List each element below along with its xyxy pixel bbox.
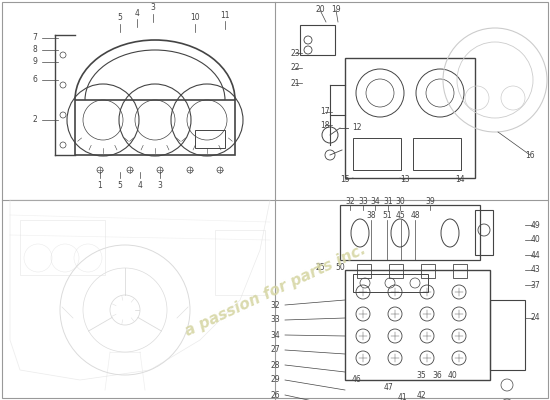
Text: a passion for parts inc.: a passion for parts inc. [182, 242, 368, 338]
Bar [353, 274, 428, 292]
Text: 13: 13 [400, 176, 410, 184]
Text: 3: 3 [151, 4, 156, 12]
Text: 51: 51 [382, 210, 392, 220]
Text: 50: 50 [335, 264, 345, 272]
Text: 35: 35 [416, 370, 426, 380]
Text: 15: 15 [340, 176, 350, 184]
Text: 48: 48 [410, 210, 420, 220]
Text: 31: 31 [383, 196, 393, 206]
Text: 37: 37 [530, 280, 540, 290]
Text: 44: 44 [530, 250, 540, 260]
Text: 28: 28 [271, 360, 280, 370]
Text: 11: 11 [220, 10, 230, 20]
Text: 10: 10 [190, 14, 200, 22]
Text: 34: 34 [370, 196, 380, 206]
Text: 9: 9 [32, 58, 37, 66]
Text: 40: 40 [448, 370, 458, 380]
Text: 17: 17 [320, 108, 330, 116]
Text: 40: 40 [530, 236, 540, 244]
Text: 23: 23 [290, 48, 300, 58]
Text: 7: 7 [32, 34, 37, 42]
Bar [353, 138, 401, 170]
Text: 8: 8 [32, 46, 37, 54]
Text: 25: 25 [315, 264, 325, 272]
Text: 26: 26 [271, 390, 280, 400]
Text: 46: 46 [352, 376, 362, 384]
Text: 21: 21 [290, 78, 300, 88]
Text: 30: 30 [395, 196, 405, 206]
Text: 2: 2 [32, 116, 37, 124]
Bar [195, 130, 225, 148]
Text: 12: 12 [352, 124, 361, 132]
Bar [345, 58, 475, 178]
Text: 6: 6 [32, 76, 37, 84]
Text: 1: 1 [98, 180, 102, 190]
Text: 3: 3 [157, 180, 162, 190]
Bar [490, 300, 525, 370]
Text: 43: 43 [530, 266, 540, 274]
Bar [389, 264, 403, 278]
Bar [215, 230, 265, 295]
Bar [20, 220, 105, 275]
Text: 18: 18 [320, 120, 330, 130]
Text: 22: 22 [290, 64, 300, 72]
Text: 36: 36 [432, 370, 442, 380]
FancyArrowPatch shape [177, 307, 188, 318]
Bar [475, 210, 493, 255]
Bar [357, 264, 371, 278]
Text: 32: 32 [345, 196, 355, 206]
Text: 5: 5 [118, 180, 123, 190]
Text: 42: 42 [416, 390, 426, 400]
Text: 16: 16 [525, 150, 535, 160]
Bar [453, 264, 467, 278]
Text: 29: 29 [271, 376, 280, 384]
Text: 33: 33 [358, 196, 368, 206]
Text: 49: 49 [530, 220, 540, 230]
Text: 34: 34 [270, 330, 280, 340]
Text: 38: 38 [366, 210, 376, 220]
Text: 32: 32 [271, 300, 280, 310]
Text: 20: 20 [315, 6, 325, 14]
Bar [75, 100, 235, 155]
Text: 41: 41 [397, 394, 407, 400]
Bar [300, 25, 335, 55]
Text: 14: 14 [455, 176, 465, 184]
Text: 33: 33 [270, 316, 280, 324]
Text: 47: 47 [384, 384, 394, 392]
Bar [413, 138, 461, 170]
Text: 4: 4 [135, 8, 140, 18]
Text: 19: 19 [331, 6, 341, 14]
Text: 4: 4 [138, 180, 142, 190]
Bar [340, 205, 480, 260]
Text: 24: 24 [530, 314, 540, 322]
Text: 27: 27 [271, 346, 280, 354]
Text: 45: 45 [396, 210, 406, 220]
Text: 39: 39 [425, 196, 435, 206]
FancyArrowPatch shape [62, 307, 73, 318]
Bar [345, 270, 490, 380]
Bar [421, 264, 435, 278]
Text: 5: 5 [118, 14, 123, 22]
